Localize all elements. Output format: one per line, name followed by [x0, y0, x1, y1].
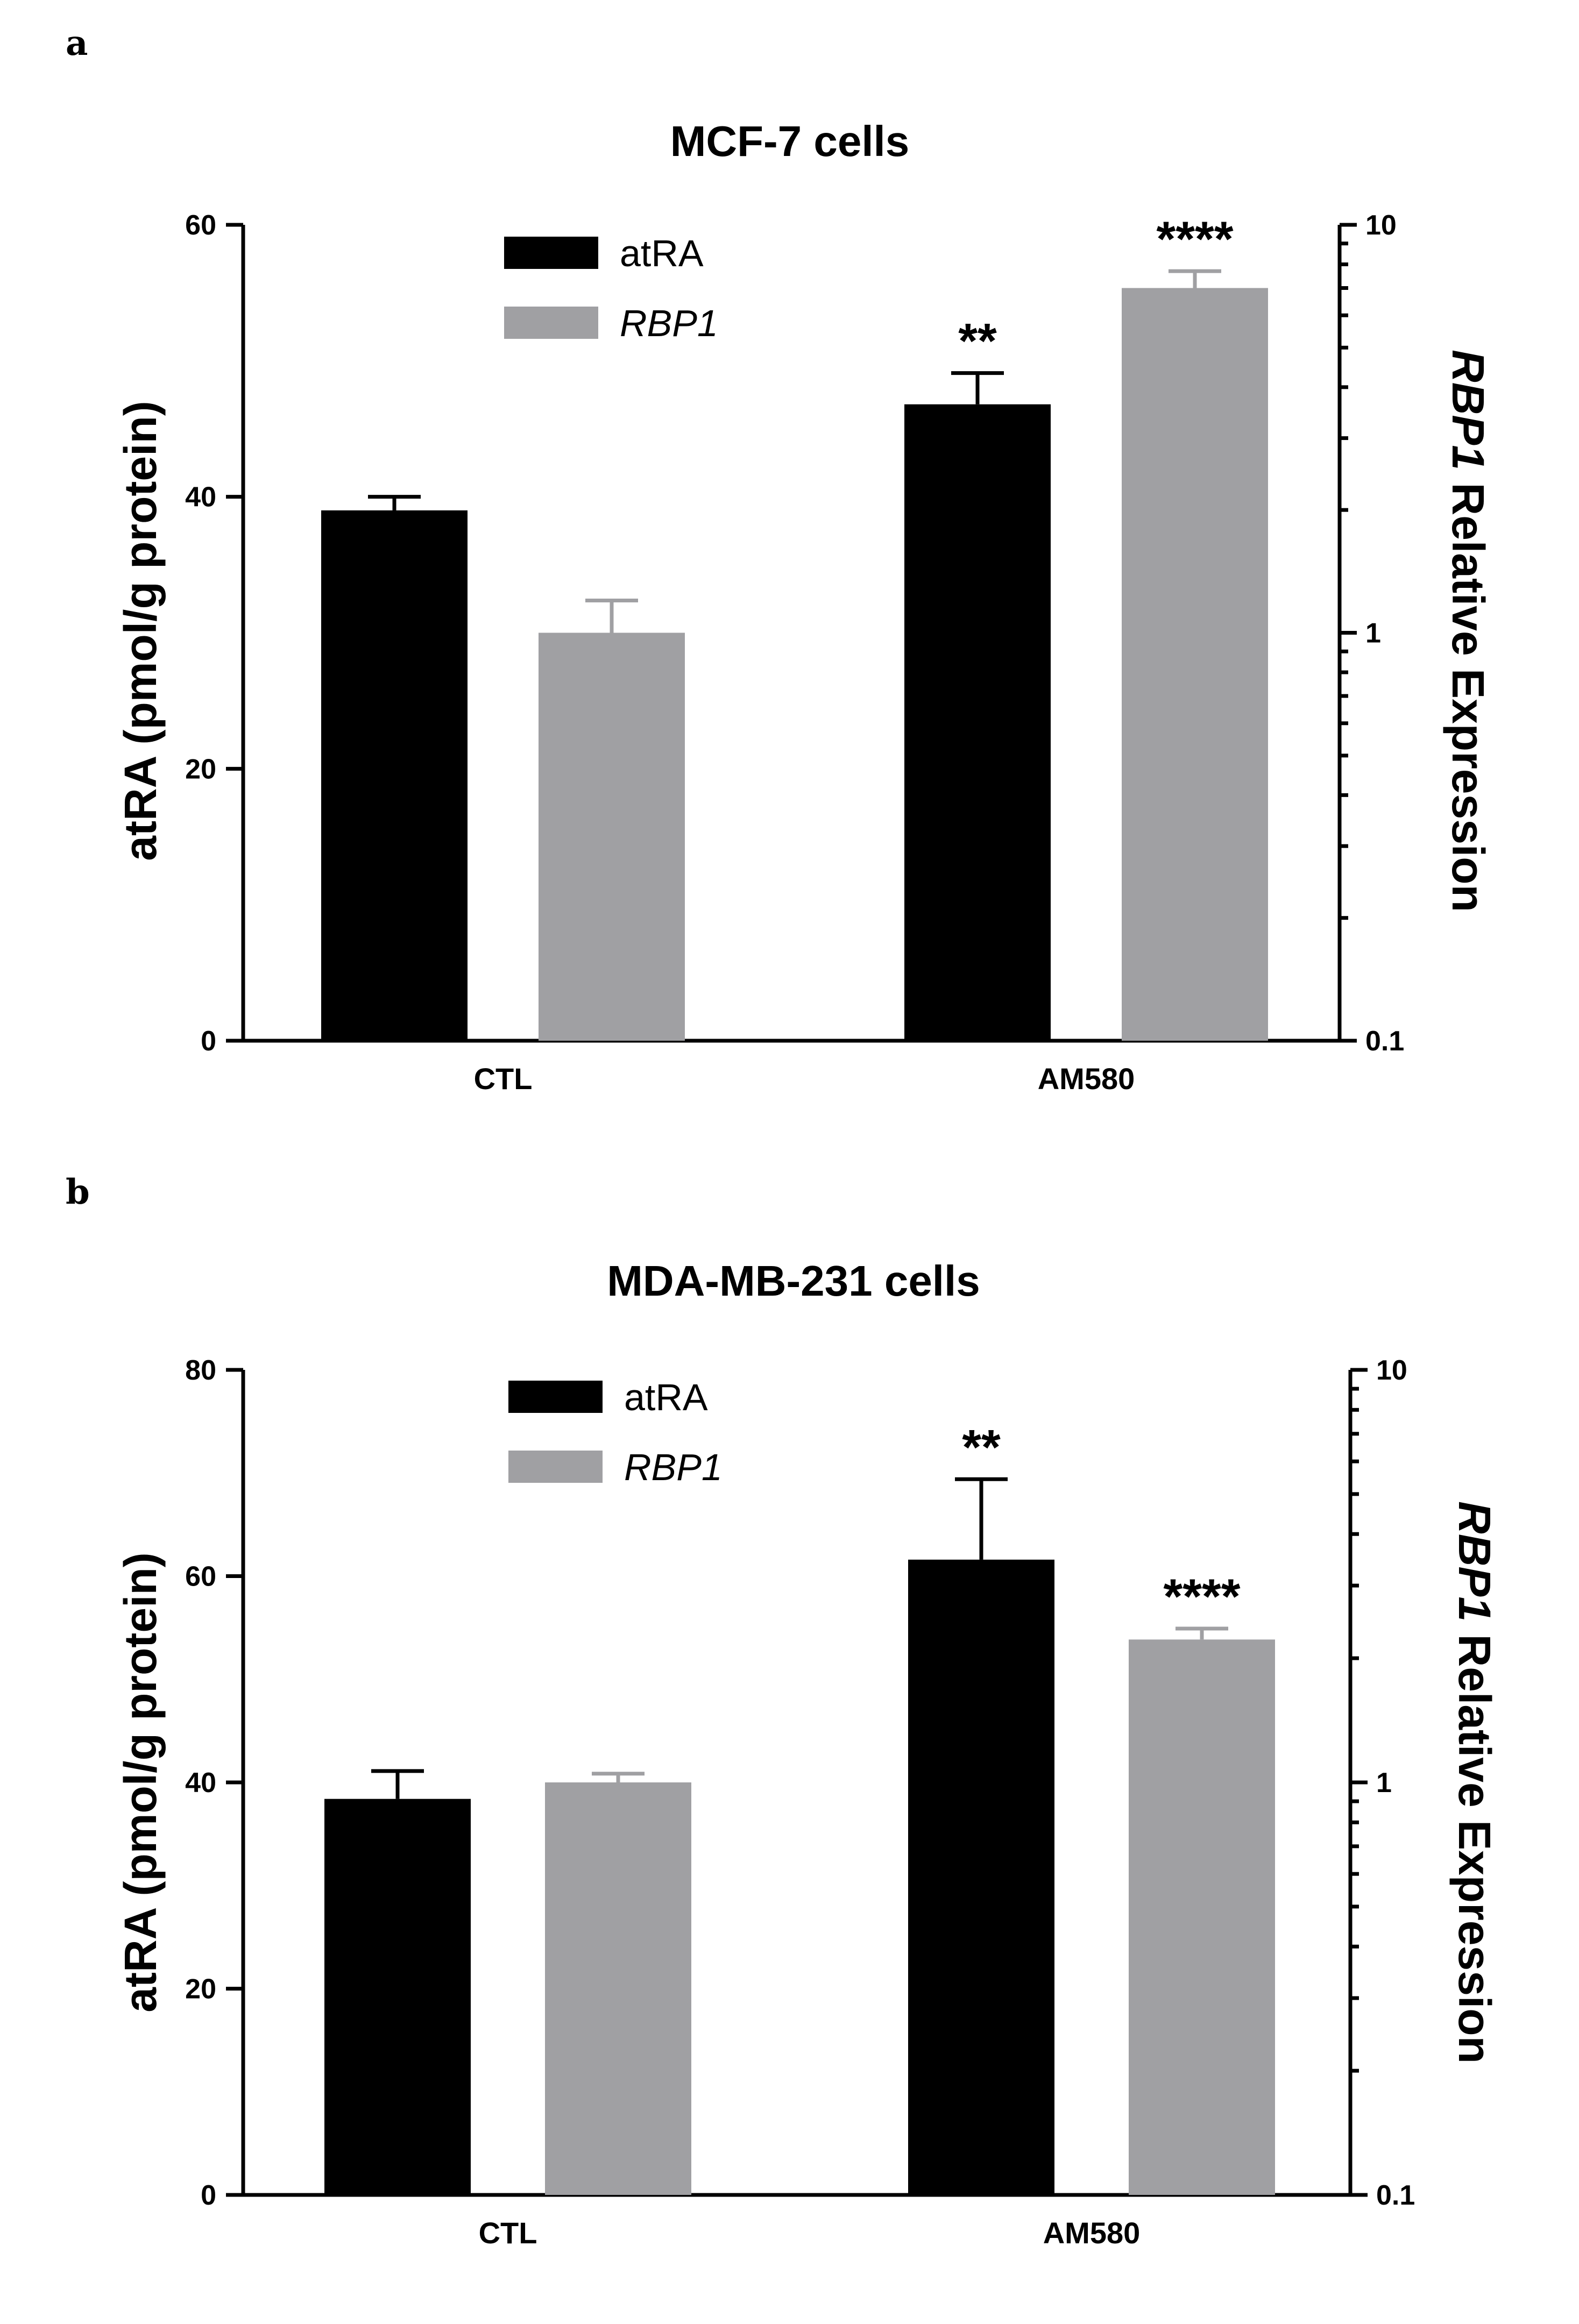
bar-rbp1: [1129, 1639, 1275, 2195]
significance-label: ****: [1163, 1569, 1240, 1624]
legend-swatch-atra: [508, 1381, 603, 1413]
left-axis-tick-label: 60: [185, 210, 216, 241]
significance-label: **: [962, 1420, 1001, 1475]
left-axis-tick-label: 60: [185, 1561, 216, 1593]
right-axis-tick-label: 1: [1376, 1767, 1392, 1799]
bar-rbp1: [545, 1782, 691, 2195]
bar-atra: [324, 1799, 471, 2195]
x-axis-category-label: CTL: [474, 1062, 533, 1096]
bar-rbp1: [539, 632, 685, 1041]
x-axis-category-label: AM580: [1043, 2216, 1141, 2250]
left-axis-tick-label: 0: [201, 2180, 216, 2211]
bar-atra: [321, 510, 468, 1041]
right-axis-tick-label: 0.1: [1376, 2180, 1415, 2211]
left-axis-title: atRA (pmol/g protein): [115, 1552, 166, 2012]
right-axis-tick-label: 10: [1365, 210, 1397, 241]
bar-rbp1: [1122, 288, 1268, 1041]
legend-swatch-rbp1: [504, 307, 598, 339]
legend-label-atra: atRA: [624, 1376, 708, 1418]
right-axis-title-rest: Relative Expression: [1443, 470, 1493, 912]
left-axis-tick-label: 0: [201, 1026, 216, 1057]
bar-atra: [908, 1559, 1054, 2195]
right-axis-title-gene: RBP1: [1449, 1501, 1500, 1622]
left-axis-tick-label: 40: [185, 1767, 216, 1799]
x-axis-category-label: AM580: [1038, 1062, 1135, 1096]
legend-swatch-rbp1: [508, 1451, 603, 1483]
bar-atra: [904, 404, 1051, 1041]
legend-label-rbp1: RBP1: [620, 302, 718, 344]
chart-title: MCF-7 cells: [670, 117, 910, 165]
left-axis-title: atRA (pmol/g protein): [115, 401, 166, 861]
left-axis-tick-label: 20: [185, 754, 216, 785]
x-axis-category-label: CTL: [479, 2216, 537, 2250]
significance-label: ****: [1156, 212, 1233, 267]
right-axis-title: RBP1 Relative Expression: [1443, 350, 1493, 912]
left-axis-tick-label: 80: [185, 1355, 216, 1386]
right-axis-tick-label: 10: [1376, 1355, 1407, 1386]
legend-swatch-atra: [504, 237, 598, 269]
right-axis-title: RBP1 Relative Expression: [1449, 1501, 1500, 2064]
panel-letter-a: a: [66, 23, 88, 63]
significance-label: **: [958, 314, 997, 369]
left-axis-tick-label: 20: [185, 1974, 216, 2005]
chart-title: MDA-MB-231 cells: [607, 1257, 980, 1305]
panel-b: b MDA-MB-231 cells atRA (pmol/g protein)…: [66, 1172, 1500, 2250]
legend: atRA RBP1: [504, 232, 718, 344]
panel-a: a MCF-7 cells atRA (pmol/g protein) RBP1…: [66, 23, 1493, 1096]
right-axis-title-gene: RBP1: [1443, 350, 1493, 470]
right-axis-tick-label: 1: [1365, 618, 1381, 649]
legend-label-rbp1: RBP1: [624, 1446, 723, 1488]
left-axis-tick-label: 40: [185, 482, 216, 513]
legend-label-atra: atRA: [620, 232, 704, 274]
legend: atRA RBP1: [508, 1376, 723, 1488]
right-axis-title-rest: Relative Expression: [1449, 1622, 1500, 2064]
right-axis-tick-label: 0.1: [1365, 1026, 1404, 1057]
panel-letter-b: b: [66, 1172, 90, 1212]
